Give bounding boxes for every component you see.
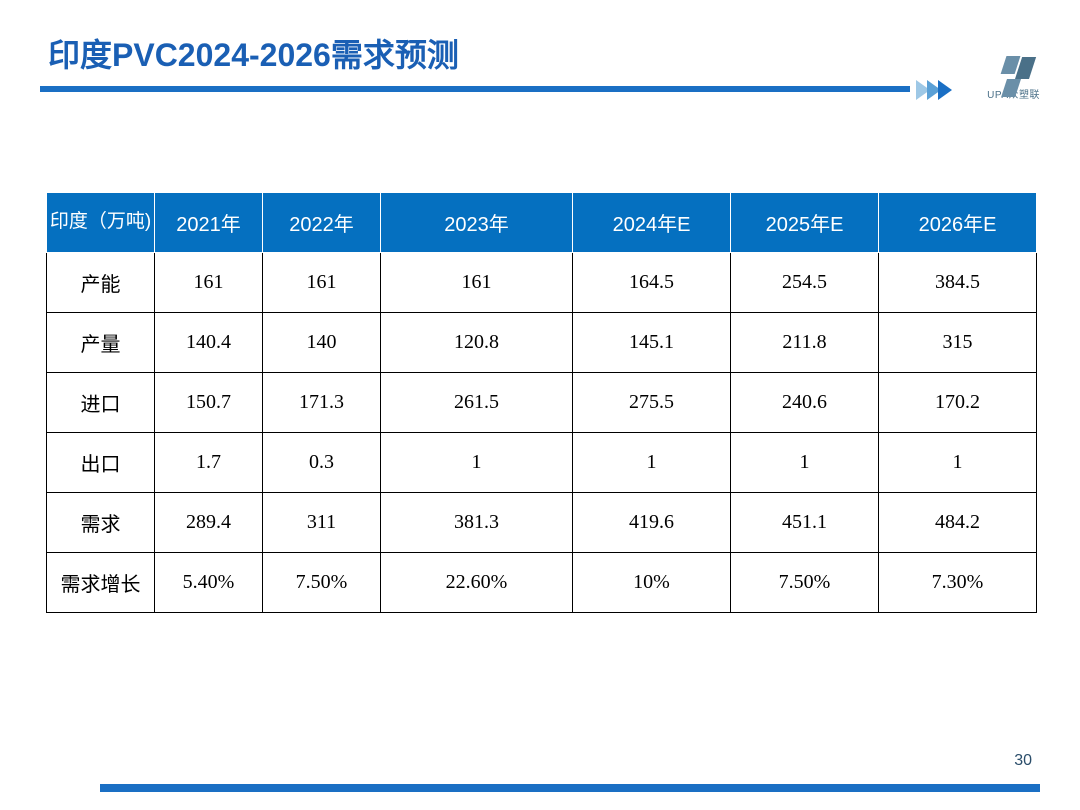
col-header: 2023年: [381, 193, 573, 253]
row-label: 出口: [47, 433, 155, 493]
table-cell: 311: [263, 493, 381, 553]
chevron-icon: [919, 80, 952, 100]
table-cell: 140: [263, 313, 381, 373]
row-label: 需求: [47, 493, 155, 553]
table-cell: 161: [263, 253, 381, 313]
table-row: 需求289.4311381.3419.6451.1484.2: [47, 493, 1037, 553]
col-header: 2022年: [263, 193, 381, 253]
table-corner-header: 印度（万吨): [47, 193, 155, 253]
table-cell: 384.5: [879, 253, 1037, 313]
table-cell: 254.5: [731, 253, 879, 313]
table-cell: 145.1: [573, 313, 731, 373]
title-bar: [40, 86, 910, 92]
table-cell: 211.8: [731, 313, 879, 373]
data-table: 印度（万吨) 2021年 2022年 2023年 2024年E 2025年E 2…: [46, 192, 1037, 613]
table-cell: 5.40%: [155, 553, 263, 613]
table-cell: 381.3: [381, 493, 573, 553]
table-cell: 240.6: [731, 373, 879, 433]
table-row: 进口150.7171.3261.5275.5240.6170.2: [47, 373, 1037, 433]
table-cell: 170.2: [879, 373, 1037, 433]
table-cell: 120.8: [381, 313, 573, 373]
table-cell: 1: [731, 433, 879, 493]
table-cell: 451.1: [731, 493, 879, 553]
table-cell: 289.4: [155, 493, 263, 553]
page-number: 30: [1014, 752, 1032, 770]
logo-icon: [991, 56, 1037, 84]
table-cell: 164.5: [573, 253, 731, 313]
forecast-table: 印度（万吨) 2021年 2022年 2023年 2024年E 2025年E 2…: [46, 192, 1036, 613]
title-divider: [40, 86, 1040, 102]
col-header: 2021年: [155, 193, 263, 253]
table-cell: 1: [381, 433, 573, 493]
table-cell: 140.4: [155, 313, 263, 373]
slide: 印度PVC2024-2026需求预测 UPA众塑联 印度（万吨) 2021年: [0, 0, 1080, 810]
col-header: 2024年E: [573, 193, 731, 253]
table-cell: 1.7: [155, 433, 263, 493]
table-cell: 10%: [573, 553, 731, 613]
row-label: 需求增长: [47, 553, 155, 613]
table-cell: 7.30%: [879, 553, 1037, 613]
table-row: 需求增长5.40%7.50%22.60%10%7.50%7.30%: [47, 553, 1037, 613]
table-cell: 161: [155, 253, 263, 313]
table-cell: 150.7: [155, 373, 263, 433]
table-row: 产量140.4140120.8145.1211.8315: [47, 313, 1037, 373]
col-header: 2026年E: [879, 193, 1037, 253]
table-header-row: 印度（万吨) 2021年 2022年 2023年 2024年E 2025年E 2…: [47, 193, 1037, 253]
logo: UPA众塑联: [987, 56, 1040, 101]
table-cell: 261.5: [381, 373, 573, 433]
table-cell: 1: [573, 433, 731, 493]
table-cell: 161: [381, 253, 573, 313]
page-title: 印度PVC2024-2026需求预测: [40, 30, 1040, 76]
table-cell: 171.3: [263, 373, 381, 433]
footer-bar: [100, 784, 1040, 792]
table-cell: 419.6: [573, 493, 731, 553]
table-cell: 22.60%: [381, 553, 573, 613]
table-cell: 7.50%: [731, 553, 879, 613]
table-row: 产能161161161164.5254.5384.5: [47, 253, 1037, 313]
row-label: 产能: [47, 253, 155, 313]
table-cell: 315: [879, 313, 1037, 373]
table-row: 出口1.70.31111: [47, 433, 1037, 493]
table-cell: 0.3: [263, 433, 381, 493]
col-header: 2025年E: [731, 193, 879, 253]
table-cell: 275.5: [573, 373, 731, 433]
row-label: 产量: [47, 313, 155, 373]
table-cell: 1: [879, 433, 1037, 493]
table-cell: 7.50%: [263, 553, 381, 613]
row-label: 进口: [47, 373, 155, 433]
table-cell: 484.2: [879, 493, 1037, 553]
